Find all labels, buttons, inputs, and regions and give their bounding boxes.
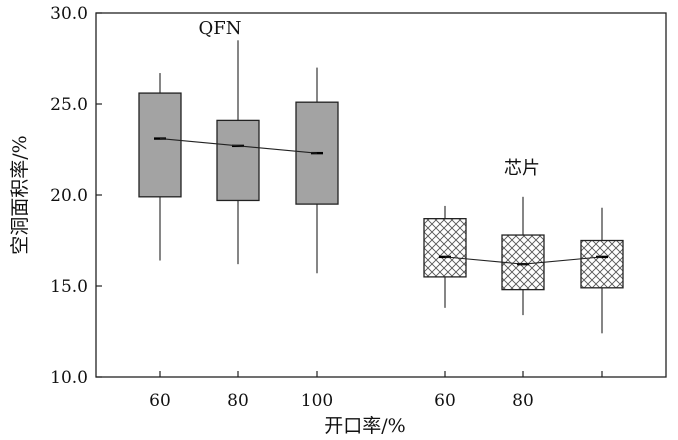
- x-axis-label: 开口率/%: [324, 415, 405, 437]
- box-0-0: [138, 73, 182, 261]
- box-0-2: [295, 67, 339, 274]
- box-body: [423, 218, 467, 278]
- median-line-0: [159, 138, 318, 154]
- y-tick-label: 15.0: [50, 277, 88, 297]
- x-tick-label: 80: [227, 391, 249, 411]
- group-label-chip: 芯片: [504, 158, 540, 179]
- x-tick-label: 80: [512, 391, 534, 411]
- box-1-0: [423, 205, 467, 308]
- median-line-1: [444, 256, 603, 265]
- y-axis: 10.0 15.0 20.0 25.0 30.0: [50, 4, 102, 388]
- x-tick-label: 100: [301, 391, 333, 411]
- box-body: [216, 119, 260, 202]
- box-1-2: [580, 207, 624, 334]
- box-body: [138, 92, 182, 198]
- x-tick-label: 60: [149, 391, 171, 411]
- y-tick-label: 10.0: [50, 368, 88, 388]
- x-tick-label: 60: [434, 391, 456, 411]
- y-tick-label: 30.0: [50, 4, 88, 24]
- group-label-qfn: QFN: [199, 18, 242, 39]
- y-tick-label: 25.0: [50, 95, 88, 115]
- y-tick-label: 20.0: [50, 186, 88, 206]
- box-body: [580, 239, 624, 289]
- box-1-1: [501, 196, 545, 316]
- plot-area: [138, 40, 624, 334]
- y-axis-label: 空洞面积率/%: [9, 135, 31, 254]
- box-0-1: [216, 40, 260, 265]
- x-axis: 60 80 100 60 80: [149, 371, 603, 411]
